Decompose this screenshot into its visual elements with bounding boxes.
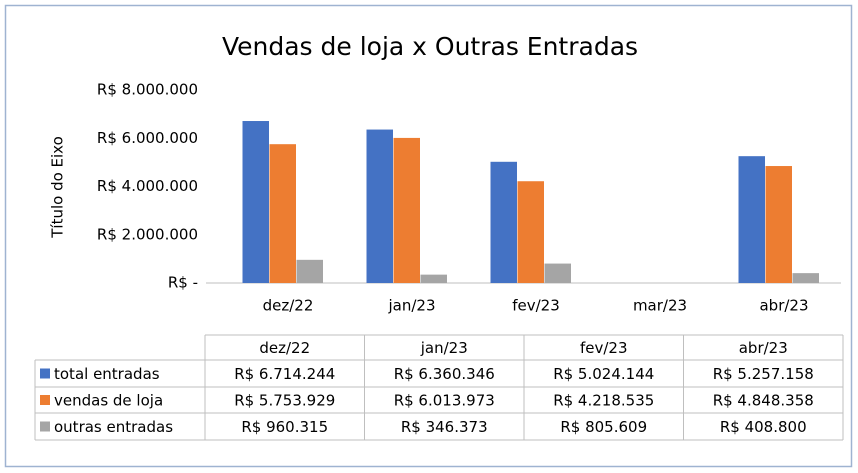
y-tick-label: R$ 8.000.000 — [97, 81, 198, 99]
legend-label: outras entradas — [54, 418, 173, 436]
table-cell: R$ 805.609 — [560, 418, 647, 436]
chart-title: Vendas de loja x Outras Entradas — [222, 32, 638, 61]
bar — [420, 274, 447, 283]
y-tick-label: R$ 4.000.000 — [97, 177, 198, 195]
bar — [366, 129, 393, 283]
table-cell: R$ 960.315 — [241, 418, 328, 436]
table-cell: R$ 5.257.158 — [713, 365, 814, 383]
bar — [544, 263, 571, 283]
table-cell: R$ 6.013.973 — [394, 392, 495, 410]
bar — [393, 137, 420, 283]
x-tick-label: jan/23 — [387, 297, 435, 315]
table-cell: R$ 5.753.929 — [234, 392, 335, 410]
table-header: dez/22 — [259, 339, 310, 357]
x-tick-label: dez/22 — [263, 297, 314, 315]
bar — [269, 144, 296, 283]
table-cell: R$ 6.714.244 — [234, 365, 335, 383]
legend-swatch — [40, 395, 50, 405]
legend-label: vendas de loja — [54, 392, 163, 410]
table-cell: R$ 6.360.346 — [394, 365, 495, 383]
x-tick-label: abr/23 — [759, 297, 808, 315]
y-tick-label: R$ 2.000.000 — [97, 225, 198, 243]
y-axis-title: Título do Eixo — [49, 136, 67, 239]
table-cell: R$ 408.800 — [720, 418, 807, 436]
table-cell: R$ 346.373 — [401, 418, 488, 436]
bar — [738, 156, 765, 283]
x-tick-label: fev/23 — [512, 297, 560, 315]
bar — [517, 181, 544, 283]
legend-swatch — [40, 368, 50, 379]
bar — [490, 161, 517, 283]
table-cell: R$ 4.848.358 — [713, 392, 814, 410]
chart-border — [4, 4, 853, 468]
table-header: jan/23 — [420, 339, 468, 357]
legend-swatch — [40, 421, 50, 432]
y-tick-label: R$ 6.000.000 — [97, 129, 198, 147]
table-header: fev/23 — [580, 339, 628, 357]
x-tick-label: mar/23 — [633, 297, 687, 315]
table-cell: R$ 4.218.535 — [553, 392, 654, 410]
bar — [242, 121, 269, 283]
table-header: abr/23 — [739, 339, 788, 357]
table-cell: R$ 5.024.144 — [553, 365, 654, 383]
bar — [792, 273, 819, 283]
y-tick-label: R$ - — [168, 274, 198, 292]
legend-label: total entradas — [54, 365, 160, 383]
bar — [765, 166, 792, 283]
bar — [296, 259, 323, 283]
